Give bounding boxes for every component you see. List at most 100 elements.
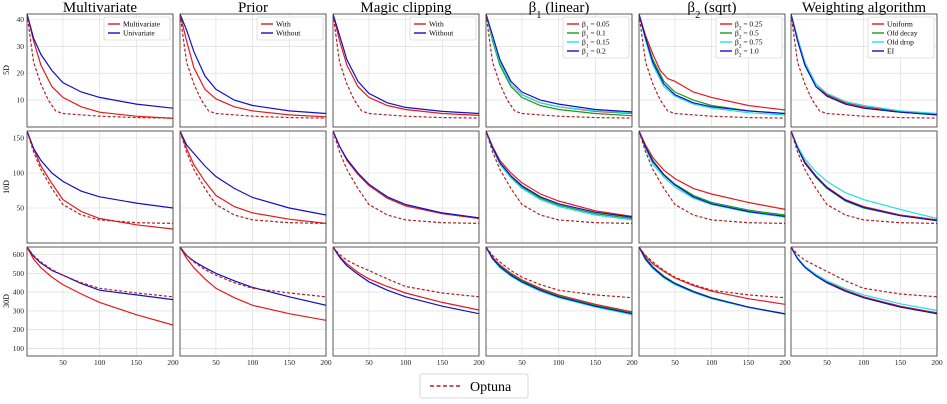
panel <box>790 130 938 244</box>
series-line <box>27 131 173 230</box>
gridlines <box>639 131 786 243</box>
y-tick-label: 400 <box>13 288 25 297</box>
axes-frame <box>26 130 174 244</box>
series-line <box>333 14 479 116</box>
series-line <box>639 131 785 210</box>
legend-box <box>715 16 783 59</box>
series-line <box>27 14 173 109</box>
series-line <box>791 247 937 315</box>
axes-frame <box>485 13 633 128</box>
series-group <box>180 247 326 321</box>
series-line <box>180 247 326 321</box>
series-line <box>791 131 937 224</box>
y-tick-label: 100 <box>13 344 25 353</box>
series-line <box>639 131 785 217</box>
gridlines <box>486 247 633 356</box>
series-line <box>180 14 326 119</box>
series-line <box>333 14 479 119</box>
series-group <box>486 247 632 316</box>
legend-label: Optuna <box>470 380 512 395</box>
series-line <box>639 14 785 119</box>
axes-frame <box>179 13 327 128</box>
series-line <box>791 14 937 119</box>
series-line <box>791 14 937 115</box>
series-group <box>791 131 937 224</box>
legend-label: Old drop <box>887 38 914 47</box>
series-line <box>486 247 632 316</box>
column-title: β2 (sqrt) <box>687 0 736 21</box>
x-tick-label: 100 <box>400 358 412 367</box>
legend-box <box>409 16 477 41</box>
series-line <box>791 247 937 314</box>
x-tick-label: 200 <box>320 358 332 367</box>
series-line <box>486 247 632 299</box>
series-group <box>333 14 479 119</box>
series-line <box>486 14 632 117</box>
series-group <box>27 247 173 326</box>
series-group <box>333 247 479 315</box>
y-tick-label: 200 <box>13 325 25 334</box>
series-group <box>639 247 785 315</box>
series-line <box>639 247 785 315</box>
series-line <box>333 247 479 315</box>
x-tick-label: 150 <box>284 358 296 367</box>
series-group <box>791 247 937 315</box>
x-tick-label: 50 <box>823 358 831 367</box>
series-line <box>791 247 937 312</box>
panel <box>638 130 786 244</box>
column-title: β1 (linear) <box>529 0 590 21</box>
series-line <box>180 247 326 306</box>
series-line <box>27 14 173 119</box>
legend-label: EI <box>887 47 895 56</box>
column-title: Prior <box>238 0 268 16</box>
axes-frame <box>26 13 174 128</box>
panel: 50 100 150 <box>13 130 174 244</box>
axes-frame <box>485 246 633 357</box>
series-line <box>486 247 632 314</box>
y-tick-label: 50 <box>17 204 25 213</box>
legend-box <box>867 16 935 59</box>
series-line <box>333 131 479 220</box>
axes-frame <box>179 130 327 244</box>
gridlines <box>791 247 938 356</box>
legend-label: With <box>429 20 444 29</box>
row-label: 30D <box>2 294 11 308</box>
legend-label: With <box>276 20 291 29</box>
axes-frame <box>790 13 938 128</box>
series-line <box>639 14 785 115</box>
axes-frame <box>332 13 480 128</box>
series-line <box>791 247 937 315</box>
row-label: 10D <box>2 180 11 194</box>
series-line <box>639 247 785 299</box>
y-tick-label: 500 <box>13 269 25 278</box>
axes-frame <box>790 246 938 357</box>
series-line <box>486 14 632 113</box>
series-group <box>639 14 785 119</box>
gridlines <box>180 247 327 356</box>
axes-frame <box>638 13 786 128</box>
series-line <box>486 131 632 217</box>
gridlines <box>486 131 633 243</box>
axes-frame <box>638 246 786 357</box>
series-line <box>486 131 632 224</box>
series-line <box>639 131 785 218</box>
x-tick-label: 150 <box>590 358 602 367</box>
legend-box <box>103 16 171 41</box>
bottom-legend-box <box>419 373 529 399</box>
series-line <box>27 131 173 224</box>
axes-frame <box>485 130 633 244</box>
series-line <box>791 131 937 221</box>
series-line <box>180 247 326 298</box>
panel: 50 100 150 200 <box>179 246 332 367</box>
x-tick-label: 200 <box>931 358 943 367</box>
y-tick-label: 40 <box>17 15 25 24</box>
panel: 50 100 150 200 <box>332 246 485 367</box>
series-group <box>486 14 632 119</box>
series-group <box>791 14 937 119</box>
